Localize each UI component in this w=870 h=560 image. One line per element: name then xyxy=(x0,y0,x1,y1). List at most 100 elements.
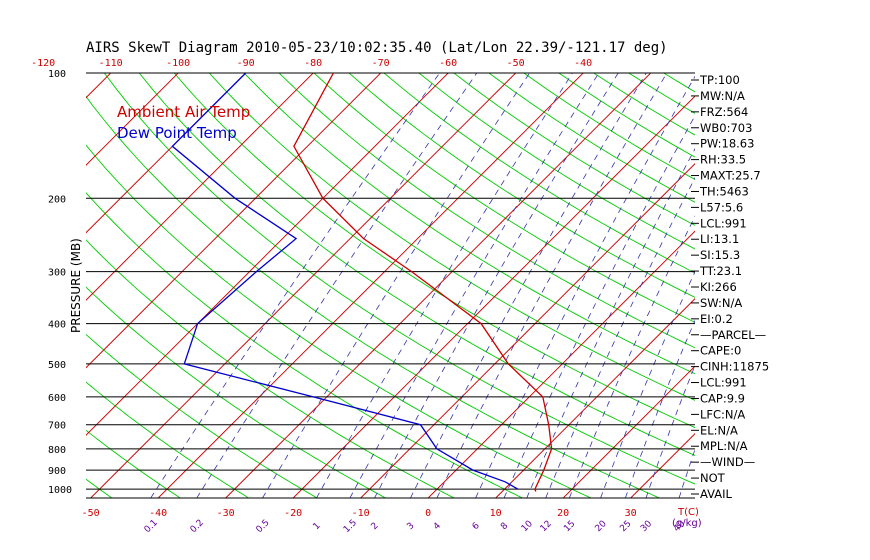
isotherm-lines xyxy=(0,73,695,499)
top-temp-tick-label: -120 xyxy=(31,58,55,69)
index-label: —PARCEL— xyxy=(700,328,766,342)
index-label: L57:5.6 xyxy=(700,200,743,214)
bottom-temp-tick-label: 30 xyxy=(625,508,637,519)
mixing-ratio-tick-label: 6 xyxy=(471,521,482,532)
top-temp-tick-label: -100 xyxy=(166,58,190,69)
mixing-ratio-line xyxy=(316,73,573,499)
index-label: LCL:991 xyxy=(700,216,747,230)
index-label: NOT xyxy=(700,471,726,485)
mixing-ratio-tick-labels: 0.1 0.2 0.5 1 1.5 2 3 4 6 8 10 12 15 20 25 30 40 xyxy=(143,518,688,535)
dry-adiabat-line xyxy=(86,333,318,499)
bottom-temp-tick-label: 0 xyxy=(425,508,431,519)
dry-adiabat-line xyxy=(86,144,592,499)
mixing-unit-label: (g/kg) xyxy=(672,518,702,529)
dry-adiabat-line xyxy=(418,73,695,250)
isotherm-line xyxy=(86,73,111,99)
mixing-ratio-tick-label: 0.2 xyxy=(189,518,206,535)
top-temp-tick-label: -60 xyxy=(439,58,457,69)
mixing-ratio-tick-label: 20 xyxy=(594,519,609,534)
index-label: KI:266 xyxy=(700,280,737,294)
pressure-tick-label: 400 xyxy=(48,320,66,331)
bottom-temp-tick-label: 10 xyxy=(490,508,502,519)
pressure-tick-label: 500 xyxy=(48,360,66,371)
pressure-tick-label: 900 xyxy=(48,466,66,477)
mixing-ratio-tick-label: 1 xyxy=(312,521,323,532)
index-label: FRZ:564 xyxy=(700,105,748,119)
dry-adiabat-line xyxy=(488,73,695,203)
isotherm-line xyxy=(0,73,43,498)
dewpoint-temp-line xyxy=(171,73,519,490)
dry-adiabat-line xyxy=(348,73,695,298)
index-label: SI:15.3 xyxy=(700,248,740,262)
chart-title: AIRS SkewT Diagram 2010-05-23/10:02:35.4… xyxy=(86,40,668,56)
dry-adiabat-line xyxy=(383,73,695,274)
index-label: —WIND— xyxy=(700,455,755,469)
mixing-ratio-line xyxy=(196,73,478,499)
index-label: LI:13.1 xyxy=(700,232,739,246)
isotherm-line xyxy=(225,73,651,499)
pressure-tick-label: 800 xyxy=(48,445,66,456)
dry-adiabat-line xyxy=(523,73,695,180)
isotherm-line xyxy=(292,95,695,499)
bottom-temp-tick-label: -30 xyxy=(217,508,235,519)
mixing-ratio-tick-label: 12 xyxy=(539,519,554,534)
top-temp-tick-label: -40 xyxy=(574,58,592,69)
isotherm-line xyxy=(86,73,314,301)
index-label: MAXT:25.7 xyxy=(700,169,761,183)
dry-adiabat-line xyxy=(86,381,249,499)
dry-adiabat-line xyxy=(313,73,695,323)
mixing-ratio-line xyxy=(545,177,695,499)
dry-adiabat-line xyxy=(173,73,695,429)
dry-adiabat-line xyxy=(804,73,870,498)
top-temp-tick-label: -80 xyxy=(304,58,322,69)
isotherm-line xyxy=(562,365,695,499)
mixing-ratio-line xyxy=(374,73,619,499)
mixing-ratio-tick-label: 8 xyxy=(499,521,510,532)
index-label: MW:N/A xyxy=(700,89,745,103)
y-axis-label: PRESSURE (MB) xyxy=(69,238,83,333)
dry-adiabat-line xyxy=(278,73,695,349)
pressure-tick-label: 1000 xyxy=(48,485,72,496)
mixing-ratio-line xyxy=(645,364,695,499)
index-label: CINH:11875 xyxy=(700,360,769,374)
sounding-series xyxy=(171,73,553,492)
legend-ambient: Ambient Air Temp xyxy=(117,103,250,121)
bottom-temp-tick-label: -40 xyxy=(149,508,167,519)
mixing-ratio-line xyxy=(349,73,600,499)
index-label: LCL:991 xyxy=(700,376,747,390)
index-label: MPL:N/A xyxy=(700,439,748,453)
isotherm-line xyxy=(86,73,179,166)
mixing-ratio-tick-label: 0.5 xyxy=(254,518,271,535)
isotherm-line xyxy=(495,298,695,499)
x-axis-unit-label: T(C) xyxy=(677,507,699,518)
dry-adiabat-line xyxy=(769,73,870,498)
pressure-tick-label: 700 xyxy=(48,421,66,432)
mixing-ratio-tick-label: 30 xyxy=(639,519,654,534)
pressure-tick-label: 200 xyxy=(48,194,66,205)
index-label: TP:100 xyxy=(699,73,740,87)
mixing-ratio-line xyxy=(436,73,668,499)
top-temp-tick-label: -110 xyxy=(99,58,123,69)
mixing-ratio-line xyxy=(150,73,440,499)
index-label: LFC:N/A xyxy=(700,407,745,421)
pressure-tick-labels: 100 200 300 400 500 600 700 800 900 1000 xyxy=(48,69,72,496)
index-label: CAPE:0 xyxy=(700,344,741,358)
bottom-temp-tick-labels: -50 -40 -30 -20 -10 0 10 20 30 xyxy=(82,508,637,519)
index-label: CAP:9.9 xyxy=(700,391,745,405)
mixing-ratio-tick-label: 15 xyxy=(562,519,577,534)
bottom-temp-tick-label: -20 xyxy=(284,508,302,519)
index-label: EI:0.2 xyxy=(700,312,733,326)
pressure-tick-label: 600 xyxy=(48,393,66,404)
isotherm-line xyxy=(90,73,516,499)
pressure-tick-label: 100 xyxy=(48,69,66,80)
dry-adiabat-line xyxy=(208,73,695,401)
isobar-lines xyxy=(86,72,695,499)
isotherm-line xyxy=(86,73,381,369)
top-temp-tick-label: -50 xyxy=(507,58,525,69)
mixing-ratio-line xyxy=(503,114,695,499)
dry-adiabat-line xyxy=(243,73,695,375)
index-label: SW:N/A xyxy=(700,296,742,310)
top-temp-tick-label: -90 xyxy=(237,58,255,69)
legend-dewpoint: Dew Point Temp xyxy=(117,124,237,142)
index-label: WB0:703 xyxy=(700,121,752,135)
